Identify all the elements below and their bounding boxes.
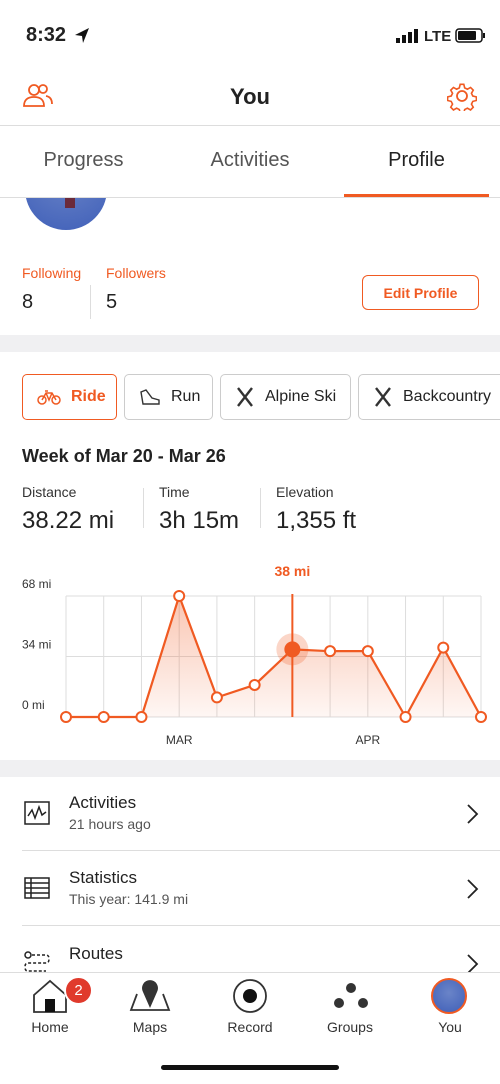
nav-label[interactable]: You (438, 1019, 462, 1035)
point (248, 678, 261, 691)
chevron (467, 804, 479, 824)
nav-label[interactable]: Home (31, 1019, 69, 1035)
friends-icon[interactable] (22, 82, 54, 108)
activities-icon (24, 801, 50, 825)
groups-icon[interactable] (332, 981, 370, 1011)
sport-label: Backcountry (403, 388, 492, 405)
stat-label: Time (159, 484, 190, 500)
sport-label: Ride (71, 388, 106, 405)
point (361, 645, 374, 658)
location-icon (75, 28, 89, 43)
point (324, 645, 337, 658)
point (399, 711, 412, 723)
section-gap (0, 335, 500, 352)
home-indicator (161, 1065, 339, 1070)
tab[interactable]: Progress (43, 149, 124, 171)
point (135, 711, 148, 723)
point (60, 711, 72, 723)
sport-chip[interactable]: Backcountry (358, 374, 500, 420)
distance-chart: 0 mi 34 mi 68 mi MAR APR 38 mi (22, 563, 487, 747)
sport-chip[interactable]: Alpine Ski (220, 374, 351, 420)
divider (0, 197, 500, 198)
maps-icon[interactable] (129, 980, 173, 1012)
ski-icon (375, 387, 391, 407)
statistics-icon (24, 877, 50, 899)
line (66, 592, 482, 720)
bike-icon (37, 390, 61, 405)
chevron (467, 954, 479, 974)
record-icon[interactable] (231, 977, 269, 1015)
menu-subtitle: This year: 141.9 mi (69, 891, 189, 907)
sport-chip-active[interactable]: Ride (22, 374, 117, 420)
x-tick-label: MAR (166, 733, 193, 747)
following-label[interactable]: Following (22, 265, 82, 281)
home-icon[interactable] (31, 978, 71, 1014)
point (173, 590, 186, 602)
following-count[interactable]: 8 (22, 291, 34, 313)
notification-badge: 2 (64, 976, 93, 1005)
menu-title[interactable]: Statistics (69, 868, 138, 887)
y-tick-label: 34 mi (22, 638, 51, 652)
signal-icon (396, 29, 418, 43)
menu-subtitle: 21 hours ago (69, 816, 151, 832)
menu-title[interactable]: Activities (69, 793, 137, 812)
routes-icon (24, 951, 50, 972)
nav-label[interactable]: Record (227, 1019, 273, 1035)
settings-icon[interactable] (447, 81, 477, 111)
point-selected (284, 641, 301, 658)
point (475, 711, 487, 723)
point (437, 641, 450, 654)
divider (90, 285, 91, 319)
stat-label: Elevation (276, 484, 334, 500)
chevron (467, 879, 479, 899)
stat-value: 3h 15m (159, 507, 240, 534)
stat-value: 38.22 mi (22, 507, 115, 534)
x-tick-label: APR (355, 733, 380, 747)
highlight-label: 38 mi (274, 563, 310, 579)
status-network: LTE (424, 28, 452, 45)
point (210, 691, 223, 704)
area (66, 596, 481, 717)
avatar (25, 198, 107, 230)
stat-value: 1,355 ft (276, 507, 357, 534)
divider (143, 488, 144, 528)
sport-label: Alpine Ski (265, 388, 337, 405)
shoe-icon (140, 389, 160, 405)
nav-label[interactable]: Groups (327, 1019, 373, 1035)
nav-label[interactable]: Maps (132, 1019, 168, 1035)
sport-label: Run (171, 388, 201, 405)
tab[interactable]: Activities (210, 149, 290, 171)
y-tick-label: 0 mi (22, 698, 45, 712)
ski-icon (237, 387, 253, 407)
status-time: 8:32 (26, 24, 67, 46)
divider (22, 850, 500, 851)
header-title: You (230, 84, 270, 109)
divider (22, 925, 500, 926)
tab-indicator (344, 194, 489, 197)
menu-title[interactable]: Routes (69, 944, 123, 963)
stat-label: Distance (22, 484, 77, 500)
section-gap (0, 760, 500, 777)
point (97, 711, 110, 723)
y-tick-label: 68 mi (22, 577, 51, 591)
battery-icon (455, 28, 485, 43)
week-title: Week of Mar 20 - Mar 26 (22, 446, 226, 466)
followers-label[interactable]: Followers (106, 265, 166, 281)
you-avatar[interactable] (431, 978, 467, 1014)
followers-count[interactable]: 5 (106, 291, 118, 313)
divider (0, 125, 500, 126)
tab-active[interactable]: Profile (388, 149, 445, 171)
edit-profile-button[interactable]: Edit Profile (362, 275, 479, 310)
sport-chip[interactable]: Run (124, 374, 213, 420)
divider (260, 488, 261, 528)
